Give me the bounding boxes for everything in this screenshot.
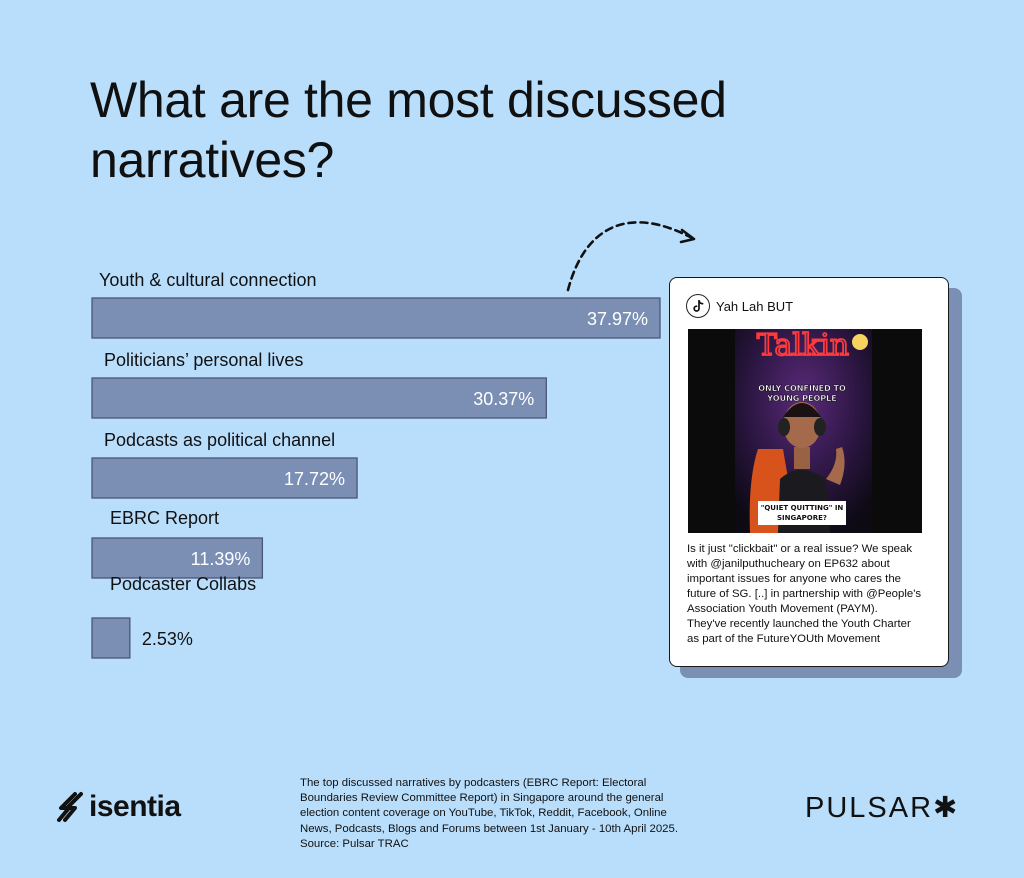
page-title: What are the most discussed narratives? xyxy=(90,72,727,188)
social-post-card: Yah Lah BUT Talkin ONLY CONFINED TO xyxy=(669,277,949,667)
bar xyxy=(91,537,264,579)
source-line: Source: Pulsar TRAC xyxy=(300,837,409,850)
value-label: 2.53% xyxy=(142,629,193,649)
category-label: Podcaster Collabs xyxy=(110,574,256,594)
category-label: Politicians’ personal lives xyxy=(104,350,303,370)
caption-line: with @janilputhucheary on EP632 about xyxy=(687,558,890,570)
caption-line: as part of the FutureYOUth Movement xyxy=(687,633,881,645)
category-label: Podcasts as political channel xyxy=(104,430,335,450)
svg-text:ONLY CONFINED TO: ONLY CONFINED TO xyxy=(758,384,846,393)
bar xyxy=(91,377,547,419)
video-thumbnail[interactable]: Talkin ONLY CONFINED TO YOUNG PEOPLE "QU… xyxy=(688,329,922,533)
pulsar-logo: PULSAR✱ xyxy=(805,792,960,824)
post-caption: Is it just "clickbait" or a real issue? … xyxy=(687,542,939,647)
svg-text:SINGAPORE?: SINGAPORE? xyxy=(777,514,827,522)
svg-text:YOUNG PEOPLE: YOUNG PEOPLE xyxy=(766,394,836,403)
account-name: Yah Lah BUT xyxy=(716,298,794,314)
value-label: 11.39% xyxy=(191,549,251,569)
category-label: EBRC Report xyxy=(110,508,219,528)
source-note: The top discussed narratives by podcaste… xyxy=(300,776,678,852)
card-header: Yah Lah BUT xyxy=(686,294,793,318)
bar xyxy=(91,457,358,499)
caption-line: important issues for anyone who cares th… xyxy=(687,573,902,585)
value-label: 37.97% xyxy=(587,309,648,329)
caption-line: They've recently launched the Youth Char… xyxy=(687,618,911,630)
caption-line: Association Youth Movement (PAYM). xyxy=(687,603,878,615)
bar xyxy=(91,617,131,659)
isentia-wordmark: isentia xyxy=(89,790,181,823)
value-label: 17.72% xyxy=(284,469,345,489)
source-line: The top discussed narratives by podcaste… xyxy=(300,777,647,789)
caption-line: Is it just "clickbait" or a real issue? … xyxy=(687,543,913,555)
caption-line: future of SG. [..] in partnership with @… xyxy=(687,588,922,600)
source-line: News, Podcasts, Blogs and Forums between… xyxy=(300,822,678,835)
arrow-head-icon xyxy=(679,228,696,244)
category-label: Youth & cultural connection xyxy=(99,270,317,290)
bar xyxy=(91,297,661,339)
tiktok-icon xyxy=(686,294,710,318)
source-line: Boundaries Review Committee Report) in S… xyxy=(300,792,664,805)
svg-text:Talkin: Talkin xyxy=(757,329,849,363)
value-label: 30.37% xyxy=(473,389,534,409)
source-line: election content coverage on YouTube, Ti… xyxy=(300,807,667,820)
svg-text:"QUIET QUITTING" IN: "QUIET QUITTING" IN xyxy=(761,504,844,512)
isentia-mark-icon xyxy=(57,792,83,822)
dashed-arrow xyxy=(566,221,694,292)
isentia-logo: isentia xyxy=(55,790,181,824)
